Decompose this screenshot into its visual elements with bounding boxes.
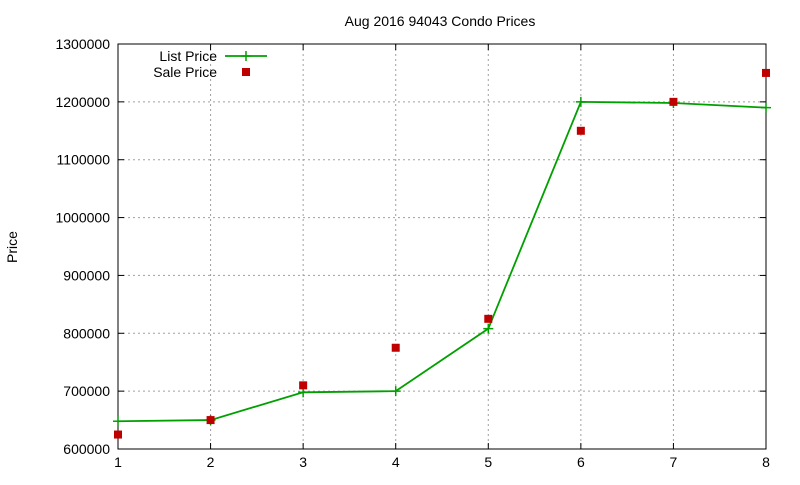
y-tick-label: 1100000 <box>57 152 111 168</box>
x-tick-label: 4 <box>392 454 400 470</box>
list-price-point <box>113 416 123 427</box>
y-tick-label: 1000000 <box>55 210 110 226</box>
grid-layer <box>118 44 766 449</box>
list-price-point <box>575 96 586 107</box>
sale-price-point <box>391 343 400 352</box>
legend-label: Sale Price <box>153 64 217 80</box>
x-tick-label: 6 <box>577 454 585 470</box>
list-price-point <box>483 323 494 334</box>
sale-price-point <box>576 126 585 135</box>
sale-price-point <box>206 416 215 425</box>
legend-square-swatch <box>242 68 250 76</box>
y-tick-label: 700000 <box>63 383 110 399</box>
y-tick-label: 1300000 <box>55 36 110 52</box>
sale-price-point <box>114 430 122 439</box>
list-price-point <box>390 386 401 397</box>
series-list-price <box>113 96 771 427</box>
plot-frame <box>117 43 767 450</box>
y-tick-label: 800000 <box>63 325 110 341</box>
y-tick-label: 1200000 <box>55 94 110 110</box>
series-layer <box>113 68 771 439</box>
sale-price-point <box>299 381 308 390</box>
sale-price-point <box>484 314 493 323</box>
sale-price-point <box>762 68 770 77</box>
chart-title: Aug 2016 94043 Condo Prices <box>345 13 536 29</box>
y-axis-label: Price <box>4 231 20 263</box>
x-tick-label: 2 <box>207 454 215 470</box>
list-price-line <box>117 100 767 423</box>
legend-label: List Price <box>159 48 217 64</box>
x-tick-label: 8 <box>762 454 770 470</box>
y-tick-label: 900000 <box>63 267 110 283</box>
tick-layer: 6000007000008000009000001000000110000012… <box>55 36 770 470</box>
x-tick-label: 3 <box>299 454 307 470</box>
series-sale-price <box>114 68 770 439</box>
x-tick-label: 7 <box>670 454 678 470</box>
legend-plus-swatch <box>241 51 251 61</box>
y-tick-label: 600000 <box>63 441 110 457</box>
x-tick-label: 1 <box>114 454 122 470</box>
x-tick-label: 5 <box>484 454 492 470</box>
list-price-point <box>761 102 771 113</box>
sale-price-point <box>669 97 678 106</box>
